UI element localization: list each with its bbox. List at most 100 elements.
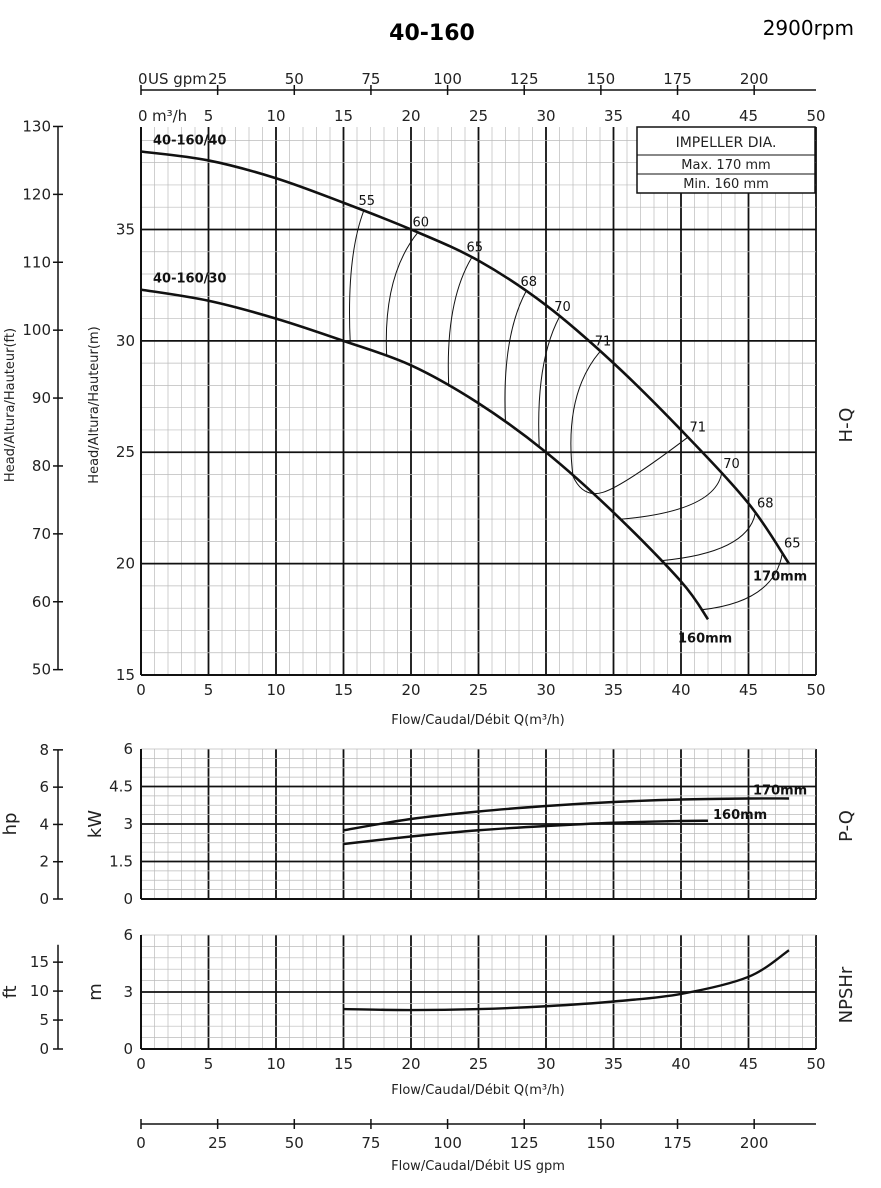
impeller-min: Min. 160 mm [683, 177, 769, 192]
hq-m-tick-label: 15 [116, 666, 135, 684]
gpm-top-tick-label: 25 [208, 70, 227, 88]
hq-ft-tick-label: 60 [32, 593, 51, 611]
hq-m-tick-label: 20 [116, 555, 135, 573]
m3h-top-tick-label: 10 [266, 107, 285, 125]
npsh-section-label: NPSHr [836, 966, 857, 1023]
pq-section-label: P-Q [836, 810, 857, 842]
npsh-ft-tick-label: 10 [30, 982, 49, 1000]
efficiency-iso-line [570, 351, 601, 477]
m3h-top-tick-label: 45 [739, 107, 758, 125]
npsh-x-tick-label: 20 [401, 1055, 420, 1073]
gpm-top-tick-label: 50 [285, 70, 304, 88]
gpm-bottom-tick-label: 75 [361, 1134, 380, 1152]
pq-kw-tick-label: 3 [123, 815, 133, 833]
efficiency-iso-line [447, 257, 473, 387]
hq-ft-tick-label: 130 [22, 117, 51, 135]
efficiency-label: 71 [689, 420, 706, 435]
m3h-top-tick-label: 30 [536, 107, 555, 125]
m3h-top-tick-label: 15 [334, 107, 353, 125]
gpm-bottom-tick-label: 100 [433, 1134, 462, 1152]
m3h-top-tick-label: 35 [604, 107, 623, 125]
pq-hp-tick-label: 2 [39, 853, 49, 871]
npsh-x-tick-label: 25 [469, 1055, 488, 1073]
hq-ft-tick-label: 120 [22, 185, 51, 203]
hq-x-tick-label: 35 [604, 681, 623, 699]
hq-x-tick-label: 30 [536, 681, 555, 699]
efficiency-iso-line [385, 232, 419, 357]
npsh-ft-tick-label: 5 [39, 1011, 49, 1029]
efficiency-iso-line [572, 436, 689, 495]
hq-x-tick-label: 15 [334, 681, 353, 699]
gpm-top-unit: US gpm [148, 70, 207, 88]
hq-ft-tick-label: 70 [32, 525, 51, 543]
npsh-x-tick-label: 40 [671, 1055, 690, 1073]
pq-hp-tick-label: 6 [39, 778, 49, 796]
efficiency-label: 70 [554, 300, 571, 315]
hq-ft-tick-label: 80 [32, 457, 51, 475]
hq-x-tick-label: 10 [266, 681, 285, 699]
npsh-x-tick-label: 10 [266, 1055, 285, 1073]
hq-x-tick-label: 25 [469, 681, 488, 699]
hq-series-end-label: 160mm [678, 631, 732, 646]
gpm-bottom-tick-label: 50 [285, 1134, 304, 1152]
npsh-x-tick-label: 35 [604, 1055, 623, 1073]
efficiency-label: 68 [757, 496, 774, 511]
hq-series-name: 40-160/30 [153, 272, 226, 287]
gpm-bottom-tick-label: 175 [663, 1134, 692, 1152]
hq-ft-tick-label: 110 [22, 253, 51, 271]
pq-kw-tick-label: 6 [123, 740, 133, 758]
npsh-x-tick-label: 15 [334, 1055, 353, 1073]
efficiency-label: 68 [520, 275, 537, 290]
gpm-bottom-tick-label: 125 [510, 1134, 539, 1152]
efficiency-label: 65 [466, 241, 483, 256]
hq-x-tick-label: 20 [401, 681, 420, 699]
hq-x-tick-label: 5 [204, 681, 214, 699]
gpm-top-tick-label: 200 [740, 70, 769, 88]
hq-series-name: 40-160/40 [153, 134, 226, 149]
npsh-m-axis-label: m [85, 983, 106, 1001]
m3h-top-tick-label: 50 [806, 107, 825, 125]
hq-m-tick-label: 30 [116, 332, 135, 350]
hq-series-end-label: 170mm [753, 570, 807, 585]
npsh-m-tick-label: 6 [123, 926, 133, 944]
efficiency-label: 70 [723, 457, 740, 472]
hq-curve-170mm [140, 150, 791, 565]
pq-series-label: 170mm [753, 784, 807, 799]
pq-kw-tick-label: 4.5 [109, 778, 133, 796]
m3h-top-tick-label: 5 [204, 107, 214, 125]
pq-series-label: 160mm [713, 808, 767, 823]
efficiency-iso-line [620, 473, 722, 520]
pq-curve-160mm [343, 819, 709, 846]
m3h-top-unit: m³/h [152, 107, 187, 125]
gpm-top-tick-label: 150 [587, 70, 616, 88]
efficiency-iso-line [504, 291, 527, 423]
pq-kw-tick-label: 1.5 [109, 853, 133, 871]
hq-x-tick-label: 0 [136, 681, 146, 699]
npsh-ft-tick-label: 0 [39, 1040, 49, 1058]
hq-m-axis-label: Head/Altura/Hauteur(m) [87, 326, 102, 483]
gpm-top-tick-label: 125 [510, 70, 539, 88]
hq-ft-tick-label: 90 [32, 389, 51, 407]
efficiency-label: 71 [595, 335, 612, 350]
npsh-curve [343, 949, 790, 1012]
efficiency-iso-line [701, 553, 783, 611]
hq-x-tick-label: 45 [739, 681, 758, 699]
hq-ft-tick-label: 100 [22, 321, 51, 339]
npsh-m-tick-label: 3 [123, 983, 133, 1001]
m3h-top-tick-label: 0 [138, 107, 148, 125]
pq-kw-axis-label: kW [85, 810, 106, 838]
gpm-bottom-tick-label: 150 [587, 1134, 616, 1152]
gpm-bottom-tick-label: 0 [136, 1134, 146, 1152]
efficiency-label: 65 [784, 537, 801, 552]
hq-x-axis-label: Flow/Caudal/Débit Q(m³/h) [391, 713, 565, 728]
gpm-bottom-tick-label: 200 [740, 1134, 769, 1152]
efficiency-label: 60 [412, 216, 429, 231]
m3h-top-tick-label: 20 [401, 107, 420, 125]
impeller-max: Max. 170 mm [681, 158, 770, 173]
efficiency-label: 55 [358, 194, 375, 209]
hq-m-tick-label: 25 [116, 443, 135, 461]
pq-curve-170mm [343, 797, 790, 832]
impeller-dia-box: IMPELLER DIA. Max. 170 mm Min. 160 mm [636, 126, 816, 194]
hq-section-label: H-Q [836, 408, 857, 443]
